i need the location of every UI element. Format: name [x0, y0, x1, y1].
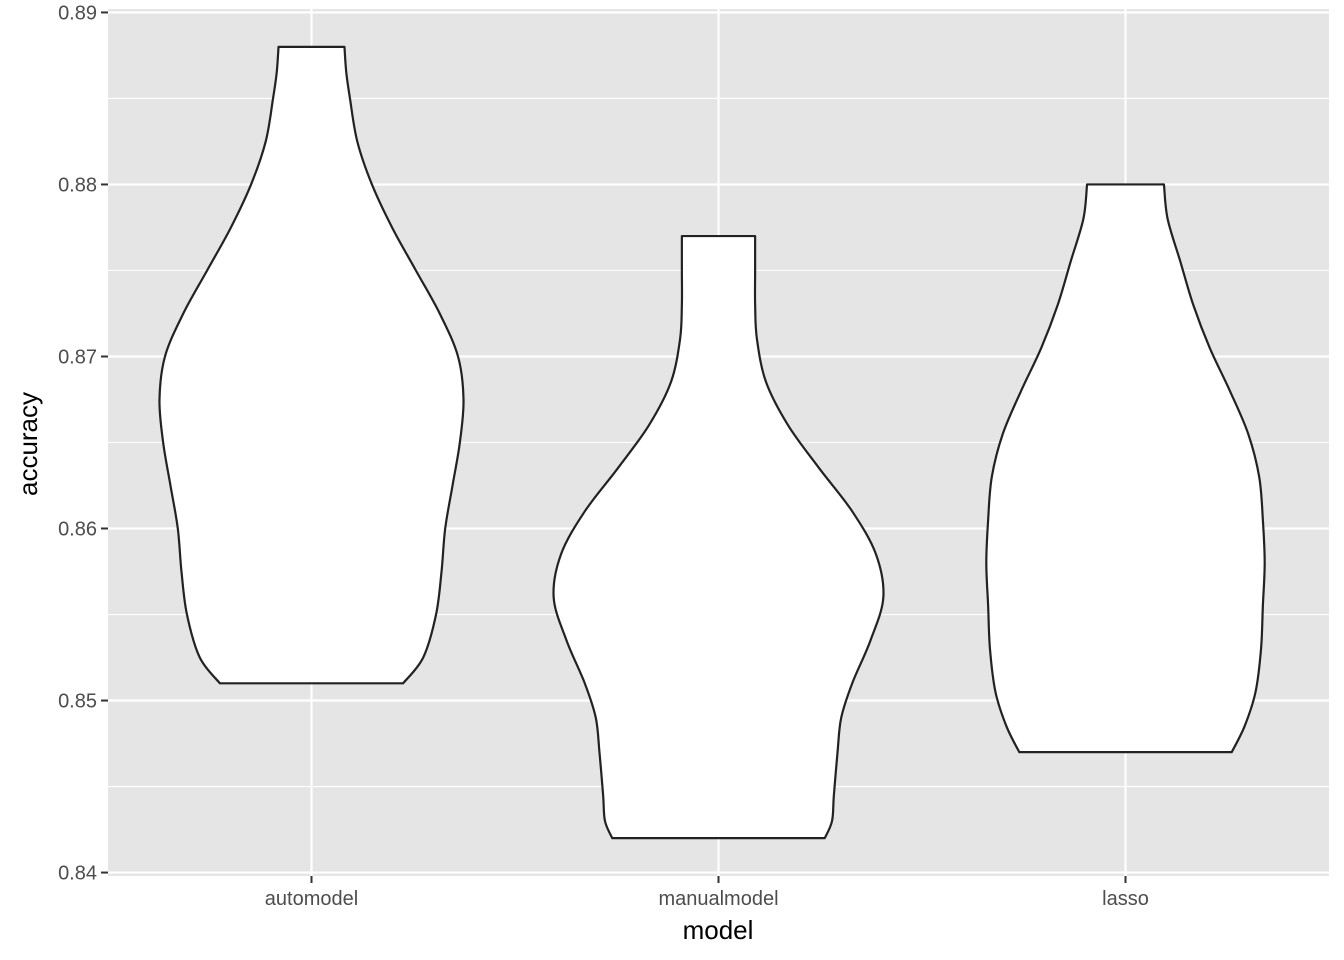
x-tick-label: automodel [265, 888, 358, 910]
y-tick-label: 0.87 [58, 346, 97, 368]
y-tick-label: 0.84 [58, 863, 97, 885]
violin-automodel [158, 45, 465, 685]
y-axis: 0.84 0.85 0.86 0.87 0.88 0.89 [58, 2, 108, 885]
x-axis: automodel manualmodel lasso [265, 876, 1149, 910]
violin-manualmodel [552, 234, 885, 840]
violin-lasso [985, 183, 1266, 754]
y-tick-label: 0.88 [58, 174, 97, 196]
violins [158, 45, 1266, 840]
y-tick-label: 0.89 [58, 2, 97, 24]
x-tick-label: lasso [1102, 888, 1149, 910]
y-tick-label: 0.85 [58, 691, 97, 713]
x-tick-label: manualmodel [658, 888, 778, 910]
y-tick-label: 0.86 [58, 519, 97, 541]
y-axis-title: accuracy [13, 392, 43, 496]
x-axis-title: model [683, 915, 754, 945]
